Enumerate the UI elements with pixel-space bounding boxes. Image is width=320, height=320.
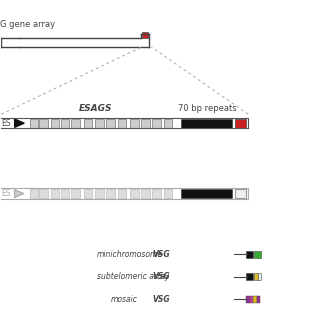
Bar bbox=[95, 189, 104, 198]
Text: mosaic: mosaic bbox=[111, 295, 138, 304]
Text: ES: ES bbox=[1, 119, 11, 128]
Text: ESAGS: ESAGS bbox=[78, 104, 112, 113]
Bar bbox=[60, 119, 69, 128]
Bar bbox=[118, 189, 126, 198]
Bar bbox=[30, 119, 38, 128]
Bar bbox=[107, 119, 115, 128]
Bar bbox=[118, 119, 126, 128]
Bar bbox=[84, 189, 92, 198]
Bar bbox=[250, 296, 253, 303]
Bar bbox=[95, 119, 104, 128]
Bar bbox=[181, 119, 232, 128]
Bar bbox=[246, 273, 253, 280]
Bar bbox=[141, 119, 150, 128]
Bar bbox=[253, 296, 257, 303]
Bar bbox=[51, 119, 59, 128]
Text: G gene array: G gene array bbox=[0, 20, 55, 29]
Bar bbox=[51, 189, 59, 198]
Text: minichromosome: minichromosome bbox=[97, 250, 163, 259]
Polygon shape bbox=[15, 190, 24, 197]
Bar bbox=[254, 251, 261, 258]
Bar bbox=[142, 32, 148, 38]
Text: VSG: VSG bbox=[153, 295, 170, 304]
Bar bbox=[181, 189, 232, 198]
Text: subtelomeric array: subtelomeric array bbox=[97, 272, 169, 281]
Bar bbox=[257, 296, 260, 303]
Bar bbox=[30, 189, 38, 198]
Bar bbox=[141, 189, 150, 198]
Bar bbox=[130, 189, 139, 198]
Text: ES: ES bbox=[1, 189, 11, 198]
Bar bbox=[164, 119, 172, 128]
Bar bbox=[152, 189, 161, 198]
Bar bbox=[84, 119, 92, 128]
Text: 70 bp repeats: 70 bp repeats bbox=[178, 104, 236, 113]
Bar bbox=[130, 119, 139, 128]
Bar bbox=[246, 251, 253, 258]
Bar bbox=[254, 273, 258, 280]
Bar bbox=[258, 273, 261, 280]
Bar bbox=[71, 189, 80, 198]
Bar bbox=[235, 119, 246, 128]
Polygon shape bbox=[15, 119, 24, 127]
Bar bbox=[39, 189, 48, 198]
Bar bbox=[235, 189, 246, 198]
Bar bbox=[164, 189, 172, 198]
Bar bbox=[60, 189, 69, 198]
Bar bbox=[71, 119, 80, 128]
Bar bbox=[39, 119, 48, 128]
Bar bbox=[246, 296, 250, 303]
Text: VSG: VSG bbox=[153, 250, 170, 259]
Bar bbox=[107, 189, 115, 198]
Bar bbox=[152, 119, 161, 128]
Text: VSG: VSG bbox=[153, 272, 170, 281]
